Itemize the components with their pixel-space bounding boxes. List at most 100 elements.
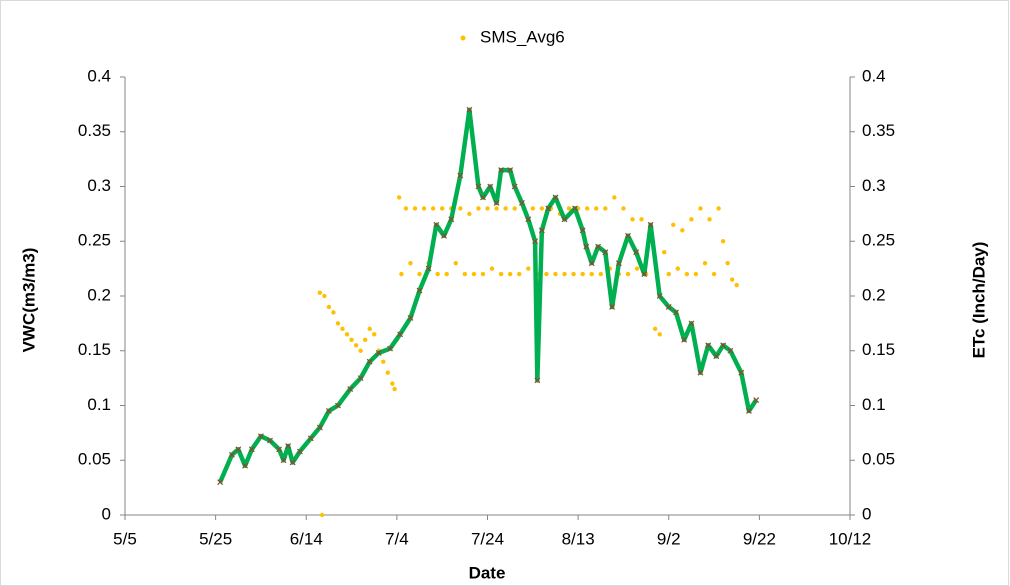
scatter-point bbox=[512, 206, 517, 211]
line-marker bbox=[475, 183, 482, 190]
x-tick-label: 5/25 bbox=[199, 529, 232, 548]
line-marker bbox=[552, 194, 559, 201]
line-marker bbox=[519, 200, 525, 206]
scatter-point bbox=[489, 266, 495, 271]
line-marker bbox=[316, 424, 323, 431]
scatter-point bbox=[485, 206, 490, 211]
line-marker bbox=[738, 369, 745, 376]
scatter-point bbox=[652, 326, 658, 332]
x-tick-label: 7/24 bbox=[471, 529, 504, 548]
scatter-point bbox=[625, 271, 631, 277]
line-marker bbox=[357, 375, 364, 382]
y-tick-label: 0.35 bbox=[78, 121, 111, 140]
line-marker bbox=[407, 314, 414, 321]
x-tick-label: 7/4 bbox=[385, 529, 409, 548]
scatter-point bbox=[603, 206, 608, 211]
line-marker bbox=[705, 342, 712, 349]
scatter-point bbox=[326, 304, 332, 310]
scatter-point bbox=[453, 260, 458, 266]
scatter-point bbox=[612, 195, 617, 200]
scatter-point bbox=[584, 206, 590, 211]
line-marker bbox=[487, 183, 494, 190]
scatter-point bbox=[689, 217, 694, 222]
scatter-point bbox=[571, 271, 576, 277]
x-tick-label: 10/12 bbox=[829, 529, 872, 548]
line-marker bbox=[507, 167, 514, 173]
scatter-point bbox=[621, 206, 626, 211]
line-marker bbox=[647, 221, 654, 228]
line-marker bbox=[307, 435, 314, 442]
scatter-point bbox=[430, 206, 436, 211]
scatter-point bbox=[589, 271, 594, 277]
scatter-point bbox=[335, 321, 341, 326]
line-marker bbox=[366, 358, 373, 365]
line-marker bbox=[532, 238, 539, 245]
y-tick-label: 0.3 bbox=[87, 176, 111, 195]
scatter-point bbox=[630, 217, 635, 222]
y-tick-label: 0.2 bbox=[87, 285, 111, 304]
line-marker bbox=[498, 167, 505, 173]
scatter-point bbox=[358, 348, 363, 353]
scatter-point bbox=[517, 271, 522, 277]
scatter-point bbox=[720, 239, 726, 244]
scatter-point bbox=[498, 271, 504, 277]
line-marker bbox=[720, 342, 727, 349]
line-marker bbox=[633, 249, 640, 256]
scatter-point bbox=[680, 228, 685, 233]
scatter-point bbox=[634, 266, 640, 271]
scatter-point bbox=[725, 260, 730, 266]
scatter-point bbox=[444, 271, 449, 277]
scatter-point bbox=[439, 206, 445, 211]
y-tick-label: 0.05 bbox=[78, 450, 111, 469]
line-marker bbox=[296, 448, 303, 455]
line-marker bbox=[493, 200, 500, 206]
scatter-point bbox=[349, 337, 354, 342]
line-marker bbox=[217, 479, 224, 486]
line-marker bbox=[727, 347, 734, 354]
scatter-point bbox=[340, 326, 345, 332]
y2-tick-label: 0.05 bbox=[862, 450, 895, 469]
scatter-point bbox=[598, 271, 603, 277]
scatter-point bbox=[594, 206, 599, 211]
scatter-point bbox=[417, 271, 422, 277]
scatter-point bbox=[566, 206, 572, 211]
legend-label: SMS_Avg6 bbox=[480, 27, 565, 46]
y-axis-label: VWC(m3/m3) bbox=[19, 248, 38, 353]
line-marker bbox=[534, 377, 541, 384]
scatter-point bbox=[526, 266, 531, 271]
line-marker bbox=[289, 459, 296, 466]
scatter-point bbox=[471, 271, 477, 277]
line-marker bbox=[235, 446, 242, 453]
line-marker bbox=[285, 443, 292, 449]
scatter-point bbox=[392, 386, 397, 392]
scatter-point bbox=[494, 206, 499, 211]
scatter-point bbox=[331, 310, 336, 315]
line-marker bbox=[641, 271, 648, 278]
line-marker bbox=[753, 397, 760, 403]
line-marker bbox=[609, 304, 616, 310]
scatter-point bbox=[412, 206, 418, 211]
line-marker bbox=[561, 216, 568, 223]
y-tick-label: 0 bbox=[102, 504, 111, 523]
scatter-point bbox=[372, 332, 377, 337]
line-marker bbox=[480, 194, 486, 201]
line-marker bbox=[572, 205, 578, 212]
line-marker bbox=[229, 451, 235, 458]
y2-tick-label: 0.25 bbox=[862, 231, 895, 250]
line-marker bbox=[276, 446, 282, 453]
line-marker bbox=[665, 304, 672, 310]
x-tick-label: 8/13 bbox=[562, 529, 595, 548]
line-marker bbox=[448, 216, 455, 223]
line-marker bbox=[673, 309, 679, 316]
scatter-point bbox=[507, 271, 513, 277]
scatter-point bbox=[396, 195, 402, 200]
scatter-point bbox=[716, 206, 721, 211]
line-marker bbox=[441, 232, 447, 239]
scatter-point bbox=[684, 271, 690, 277]
line-marker bbox=[583, 243, 590, 250]
scatter-point bbox=[639, 217, 644, 222]
x-tick-label: 5/5 bbox=[113, 529, 137, 548]
scatter-point bbox=[408, 260, 413, 266]
scatter-point bbox=[480, 271, 486, 277]
